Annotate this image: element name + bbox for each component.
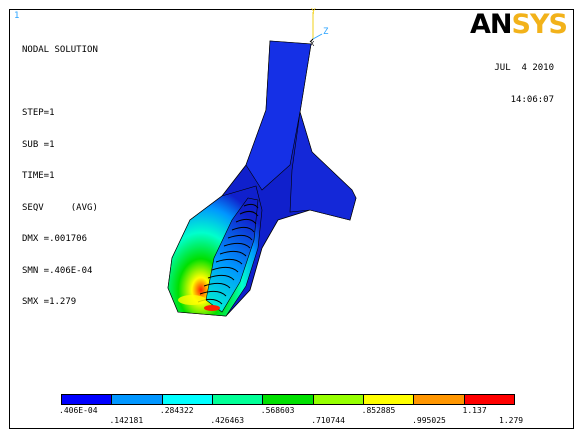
ansys-logo: ANSYS	[470, 9, 568, 40]
legend-tick-label: .710744	[311, 416, 345, 425]
legend-tick-label: .995025	[412, 416, 446, 425]
high-stress-band	[178, 295, 206, 305]
info-line: DMX =.001706	[22, 234, 88, 244]
legend-tick-label: .568603	[260, 406, 295, 415]
legend-tick-label: 1.279	[499, 416, 524, 425]
time-label: 14:06:07	[510, 94, 554, 105]
solution-info: NODAL SOLUTION STEP=1 SUB =1 TIME=1 SEQV…	[22, 24, 98, 318]
triad-x-label: X	[310, 40, 315, 48]
legend-tick-label: .406E-04	[59, 406, 98, 415]
coordinate-triad-icon: Y Z X	[309, 8, 329, 48]
legend-swatch-4	[212, 395, 264, 404]
legend-tick-label: .426463	[210, 416, 245, 425]
bracket-side-face	[245, 40, 312, 191]
logo-part-sys: SYS	[511, 9, 568, 40]
legend-tick-label: .142181	[109, 416, 144, 425]
legend-tick-label: .852885	[361, 406, 396, 415]
info-line: SUB =1	[22, 139, 55, 150]
legend-swatch-5	[263, 395, 314, 404]
info-line: STEP=1	[22, 108, 55, 118]
info-line: SEQV (AVG)	[22, 202, 98, 213]
legend-swatch-9	[464, 395, 514, 404]
max-stress-spot	[204, 305, 220, 311]
info-line: SMX =1.279	[22, 297, 77, 307]
triad-y-label: Y	[311, 8, 316, 16]
logo-part-an: AN	[470, 9, 512, 40]
legend-swatch-8	[414, 395, 465, 404]
legend-tick-label: 1.137	[462, 406, 487, 415]
info-line: TIME=1	[22, 171, 55, 181]
timestamp: JUL 4 2010 14:06:07	[494, 42, 554, 116]
info-line: SMN =.406E-04	[22, 265, 93, 276]
legend-swatch-3	[162, 395, 213, 404]
legend-swatch-7	[363, 395, 415, 404]
contour-legend-bar	[61, 394, 515, 405]
window-number: 1	[14, 11, 20, 21]
legend-tick-label: .284322	[159, 406, 194, 415]
bracket-wing	[289, 111, 357, 221]
legend-swatch-1	[62, 395, 113, 404]
legend-swatch-6	[313, 395, 364, 404]
legend-swatch-2	[112, 395, 163, 404]
date-label: JUL 4 2010	[494, 63, 554, 73]
info-line: NODAL SOLUTION	[22, 45, 98, 55]
triad-z-label: Z	[323, 27, 329, 37]
